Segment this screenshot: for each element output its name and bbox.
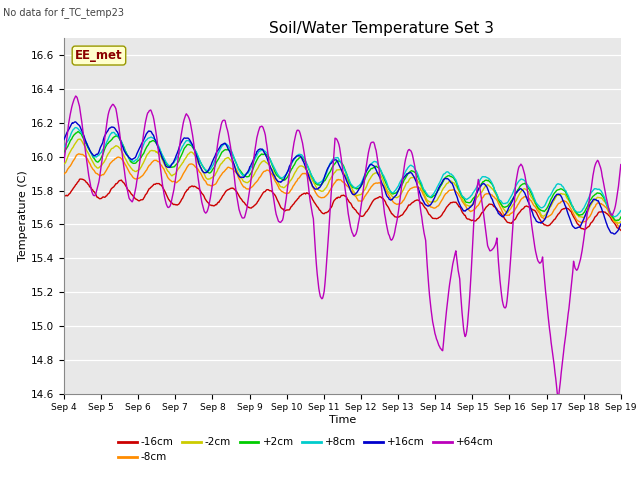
Text: No data for f_TC_temp23: No data for f_TC_temp23 (3, 7, 124, 18)
Text: EE_met: EE_met (75, 49, 123, 62)
Legend: -16cm, -8cm, -2cm, +2cm, +8cm, +16cm, +64cm: -16cm, -8cm, -2cm, +2cm, +8cm, +16cm, +6… (114, 433, 498, 467)
Y-axis label: Temperature (C): Temperature (C) (19, 170, 28, 262)
X-axis label: Time: Time (329, 415, 356, 425)
Title: Soil/Water Temperature Set 3: Soil/Water Temperature Set 3 (269, 21, 494, 36)
